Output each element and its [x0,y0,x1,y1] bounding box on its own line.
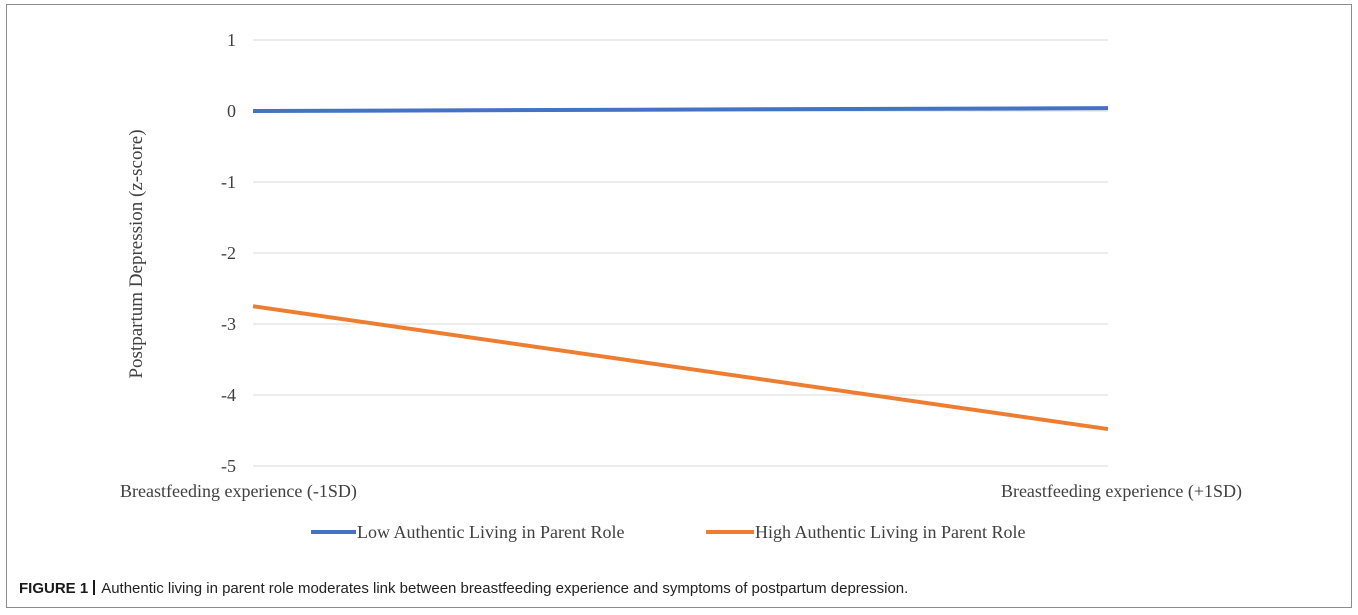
y-tick-label: -4 [221,385,236,405]
legend-item: High Authentic Living in Parent Role [706,522,1025,542]
series-lines [252,106,1109,432]
y-tick-label: -3 [221,314,236,334]
legend-label: Low Authentic Living in Parent Role [357,522,624,542]
figure-frame [6,4,1352,608]
caption-label: FIGURE 1 [19,580,89,597]
series-line-low [252,106,1109,113]
gridlines [253,39,1108,467]
legend: Low Authentic Living in Parent Role High … [311,522,1025,542]
y-tick-label: -2 [221,243,236,263]
y-axis-ticks: 1 0 -1 -2 -3 -4 -5 [221,30,236,476]
x-tick-label: Breastfeeding experience (+1SD) [1001,481,1242,502]
y-axis-title: Postpartum Depression (z-score) [126,129,147,378]
y-tick-label: 1 [227,30,236,50]
x-tick-label: Breastfeeding experience (-1SD) [120,481,357,502]
y-tick-label: -1 [221,172,236,192]
y-tick-label: 0 [227,101,236,121]
figure-caption: FIGURE 1 Authentic living in parent role … [19,580,908,597]
caption-separator [93,580,96,595]
y-tick-label: -5 [221,456,236,476]
legend-item: Low Authentic Living in Parent Role [311,522,624,542]
line-chart: 1 0 -1 -2 -3 -4 -5 Breastfeeding experience (-… [120,30,1242,542]
series-line-high [252,304,1109,432]
caption-text: Authentic living in parent role moderate… [101,580,909,597]
legend-label: High Authentic Living in Parent Role [755,522,1025,542]
x-axis-ticks: Breastfeeding experience (-1SD) Breastfee… [120,481,1242,502]
